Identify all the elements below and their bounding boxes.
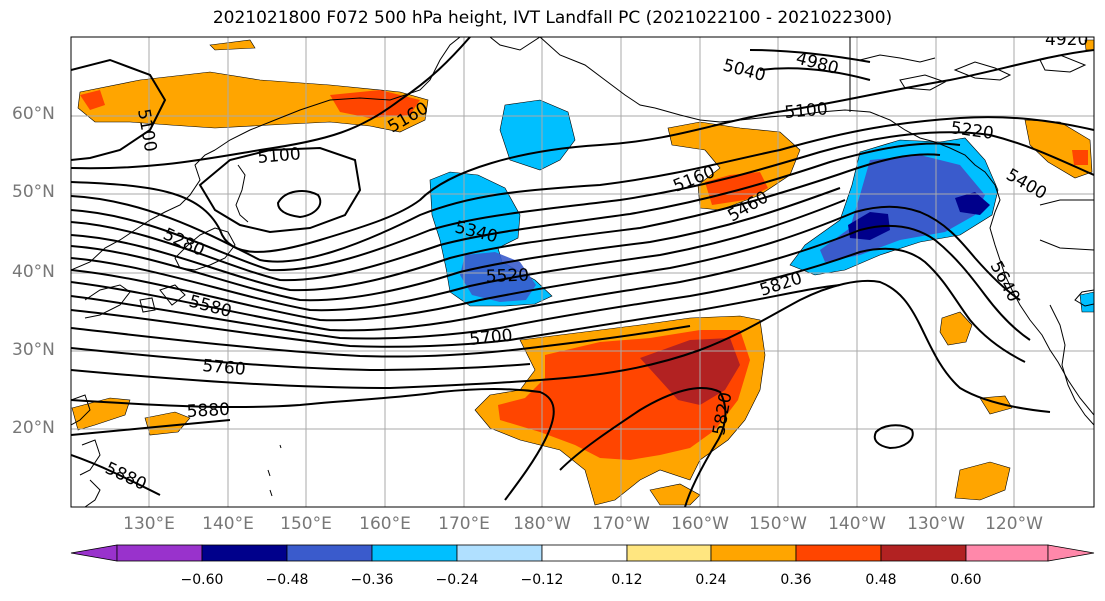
colorbar-bin-5 (456, 544, 543, 562)
colorbar-bin-11 (965, 544, 1049, 562)
colorbar-bin-10 (880, 544, 967, 562)
lat-label-40n: 40°N (12, 262, 55, 282)
lon-label-160e: 160°E (359, 514, 411, 534)
lat-label-20n: 20°N (12, 418, 55, 438)
map-plot-area: 5100 5160 5040 4980 4920 5100 5100 5220 … (71, 30, 1094, 507)
lon-label-150w: 150°W (749, 514, 807, 534)
map-title: 2021021800 F072 500 hPa height, IVT Land… (212, 8, 893, 28)
ivt-positive-shading (71, 39, 1094, 506)
contour-label-5700: 5700 (468, 326, 513, 350)
colorbar-extend-high (1047, 544, 1095, 562)
colorbar-bin-9 (795, 544, 882, 562)
colorbar-bin-4 (371, 544, 458, 562)
contour-label-5100-gulf: 5100 (784, 99, 829, 123)
colorbar-bin-6 (541, 544, 628, 562)
colorbar-tick-4: −0.24 (435, 572, 479, 588)
lat-label-50n: 50°N (12, 182, 55, 202)
contour-label-5880-central: 5880 (186, 400, 230, 422)
contour-label-5520: 5520 (485, 265, 529, 286)
lon-label-170w: 170°W (592, 514, 650, 534)
colorbar-extend-low (70, 544, 118, 562)
colorbar-bin-3 (286, 544, 373, 562)
colorbar-tick-7: 0.24 (695, 572, 727, 588)
lat-label-60n: 60°N (12, 104, 55, 124)
colorbar-tick-2: −0.48 (265, 572, 309, 588)
lon-label-160w: 160°W (671, 514, 729, 534)
lon-label-120w: 120°W (985, 514, 1043, 534)
colorbar-tick-10: 0.60 (950, 572, 982, 588)
colorbar-tick-5: −0.12 (520, 572, 564, 588)
colorbar-tick-6: 0.12 (611, 572, 643, 588)
lon-label-130e: 130°E (123, 514, 175, 534)
lon-label-140w: 140°W (828, 514, 886, 534)
lat-label-30n: 30°N (12, 340, 55, 360)
contour-label-5100-japan: 5100 (257, 144, 302, 168)
colorbar-tick-3: −0.36 (350, 572, 394, 588)
colorbar-bin-2 (201, 544, 288, 562)
lon-label-170e: 170°E (438, 514, 490, 534)
colorbar (70, 544, 1095, 562)
contour-label-4920: 4920 (1045, 30, 1088, 50)
lon-label-150e: 150°E (280, 514, 332, 534)
colorbar-tick-1: −0.60 (180, 572, 224, 588)
colorbar-tick-9: 0.48 (865, 572, 897, 588)
height-contours (71, 37, 1094, 507)
colorbar-bin-1 (116, 544, 203, 562)
colorbar-bin-7 (626, 544, 712, 562)
lon-label-140e: 140°E (202, 514, 254, 534)
colorbar-tick-8: 0.36 (780, 572, 812, 588)
lon-label-180w: 180°W (513, 514, 571, 534)
map-frame (70, 36, 1095, 508)
contour-label-5760: 5760 (202, 356, 247, 380)
lon-label-130w: 130°W (907, 514, 965, 534)
colorbar-bin-8 (710, 544, 797, 562)
